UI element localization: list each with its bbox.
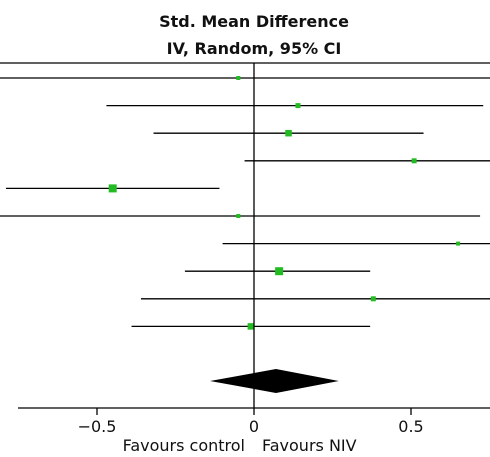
favours-right-label: Favours NIV [262,436,357,455]
study-point [236,214,241,218]
study-point [108,184,117,193]
x-tick-label: 0.5 [398,417,423,436]
favours-left-label: Favours control [123,436,245,455]
study-point [456,241,461,246]
study-point [275,267,284,276]
x-axis: −1−0.500.51 [18,63,490,436]
column-title-line1: Std. Mean Difference [159,12,349,31]
studies-layer [0,76,490,330]
x-tick-label: 0 [249,417,259,436]
overall-diamond [210,369,339,393]
study-point [247,323,255,330]
study-point [370,296,376,302]
study-point [285,129,292,137]
column-title-line2: IV, Random, 95% CI [167,39,342,58]
study-point [295,103,301,109]
x-tick-label: −0.5 [78,417,117,436]
study-point [411,158,417,164]
study-point [236,76,241,80]
summary-layer [210,369,339,393]
